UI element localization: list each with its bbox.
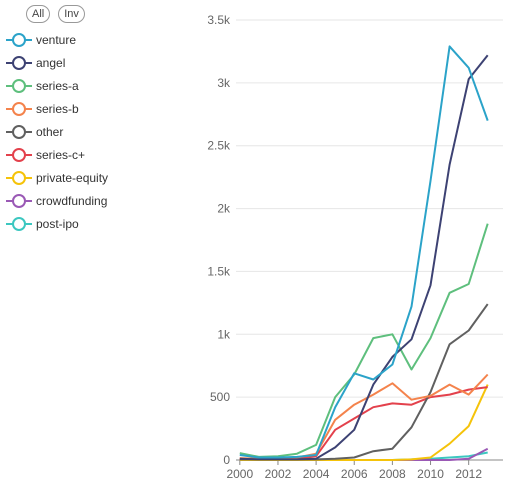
legend-item-other[interactable]: other xyxy=(6,123,63,141)
legend-label: post-ipo xyxy=(36,217,79,231)
legend-swatch-icon xyxy=(6,54,32,72)
legend-swatch-icon xyxy=(6,77,32,95)
series-line-series-a xyxy=(239,223,489,458)
chart-axes: 0 500 1k 1.5k 2k 2.5k 3k 3.5k 2000 2002 2004 2006 20… xyxy=(207,13,503,481)
legend-label: other xyxy=(36,125,64,139)
x-tick-label: 2002 xyxy=(265,467,292,481)
legend-all-button[interactable]: All xyxy=(26,5,51,23)
y-tick-label: 1k xyxy=(217,327,231,341)
legend-swatch-icon xyxy=(6,215,32,233)
y-tick-label: 0 xyxy=(223,453,230,467)
legend-label: private-equity xyxy=(36,171,109,185)
legend-swatch-icon xyxy=(6,146,32,164)
legend-swatch-icon xyxy=(6,192,32,210)
y-tick-label: 3k xyxy=(217,76,231,90)
legend-label: angel xyxy=(36,56,66,70)
legend-item-series-a[interactable]: series-a xyxy=(6,77,79,95)
legend-item-post-ipo[interactable]: post-ipo xyxy=(6,215,79,233)
chart-series xyxy=(239,45,489,461)
legend-label: venture xyxy=(36,33,77,47)
y-tick-label: 2k xyxy=(217,202,231,216)
x-tick-label: 2006 xyxy=(341,467,368,481)
legend-item-series-c+[interactable]: series-c+ xyxy=(6,146,85,164)
chart-grid xyxy=(236,19,503,398)
x-tick-label: 2012 xyxy=(455,467,482,481)
y-tick-label: 3.5k xyxy=(207,13,231,27)
legend-swatch-icon xyxy=(6,169,32,187)
series-line-series-b xyxy=(239,373,489,460)
legend-swatch-icon xyxy=(6,123,32,141)
x-tick-label: 2010 xyxy=(417,467,444,481)
series-line-other xyxy=(239,303,489,461)
legend-swatch-icon xyxy=(6,100,32,118)
series-line-venture xyxy=(239,45,489,459)
x-tick-label: 2004 xyxy=(303,467,330,481)
legend-item-angel[interactable]: angel xyxy=(6,54,65,72)
x-tick-label: 2000 xyxy=(226,467,253,481)
legend-invert-button[interactable]: Inv xyxy=(58,5,85,23)
legend-label: series-a xyxy=(36,79,79,93)
y-tick-label: 1.5k xyxy=(207,264,231,278)
legend-label: series-b xyxy=(36,102,79,116)
legend-label: crowdfunding xyxy=(36,194,108,208)
legend-item-series-b[interactable]: series-b xyxy=(6,100,79,118)
y-tick-label: 2.5k xyxy=(207,139,231,153)
legend-swatch-icon xyxy=(6,31,32,49)
legend-item-crowdfunding[interactable]: crowdfunding xyxy=(6,192,107,210)
series-line-angel xyxy=(239,54,489,461)
x-tick-label: 2008 xyxy=(379,467,406,481)
legend-item-venture[interactable]: venture xyxy=(6,31,76,49)
legend-item-private-equity[interactable]: private-equity xyxy=(6,169,108,187)
y-tick-label: 500 xyxy=(210,390,230,404)
series-line-private-equity xyxy=(239,384,489,461)
series-line-series-c+ xyxy=(239,386,488,460)
legend-buttons: All Inv xyxy=(26,5,85,23)
legend-label: series-c+ xyxy=(36,148,86,162)
